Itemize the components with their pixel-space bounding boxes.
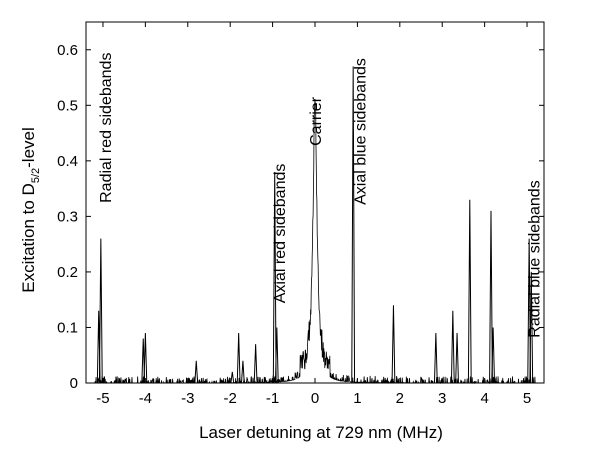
spectral-peak: [230, 371, 235, 384]
x-tick-label: 4: [480, 390, 488, 407]
x-tick-label: -4: [139, 390, 152, 407]
spectral-peak: [450, 310, 455, 384]
y-tick-label: 0.2: [57, 264, 78, 281]
spectral-peak: [467, 199, 472, 384]
spectral-peak: [236, 333, 241, 384]
y-tick-label: 0.3: [57, 208, 78, 225]
x-axis-title: Laser detuning at 729 nm (MHz): [199, 423, 443, 442]
spectral-peak: [529, 271, 534, 384]
peak-annotation: Radial blue sidebands: [526, 180, 543, 337]
x-tick-label: 1: [353, 390, 361, 407]
spectral-peak: [391, 305, 396, 384]
spectral-peak: [491, 327, 496, 384]
y-tick-label: 0.1: [57, 319, 78, 336]
y-axis-title-prefix: Excitation to D: [19, 183, 38, 293]
spectral-peak: [455, 333, 459, 384]
axes: -5 -4 -3 -2 -1 0 1 2 3 4 5 0 0.1 0.2 0.3 0.4 0.5 0.6: [57, 21, 545, 407]
spectrum-line: [94, 99, 536, 385]
spectral-peak: [194, 360, 199, 384]
y-axis-title-suffix: -level: [19, 127, 38, 168]
spectrum-series: [94, 66, 536, 385]
peak-annotation: Axial red sidebands: [272, 164, 289, 304]
x-tick-label: 2: [396, 390, 404, 407]
x-tick-label: 0: [311, 390, 319, 407]
x-tick-label: 5: [523, 390, 531, 407]
spectral-peak: [98, 238, 103, 384]
spectral-peak: [489, 210, 493, 384]
peak-annotation: Carrier: [308, 96, 325, 146]
spectral-peak: [253, 344, 258, 384]
x-tick-label: -1: [266, 390, 279, 407]
y-axis-title: Excitation to D5/2-level: [19, 127, 42, 293]
y-axis-title-subscript: 5/2: [30, 168, 42, 183]
spectral-peak: [433, 333, 438, 384]
y-tick-label: 0.5: [57, 97, 78, 114]
y-tick-label: 0.4: [57, 153, 78, 170]
plot-frame: [85, 21, 545, 384]
spectral-peak: [272, 171, 277, 384]
spectral-peak: [241, 360, 245, 384]
x-tick-label: 3: [438, 390, 446, 407]
x-tick-label: -5: [96, 390, 109, 407]
spectral-peak: [274, 327, 279, 384]
y-tick-label: 0: [70, 375, 78, 392]
spectral-peak: [143, 333, 148, 384]
x-tick-label: -3: [181, 390, 194, 407]
peak-annotations: Radial red sidebands Axial red sidebands C…: [98, 53, 543, 338]
peak-annotation: Axial blue sidebands: [353, 58, 370, 205]
peak-annotation: Radial red sidebands: [98, 53, 115, 203]
y-tick-label: 0.6: [57, 42, 78, 59]
x-tick-label: -2: [224, 390, 237, 407]
spectral-peak: [351, 66, 356, 384]
